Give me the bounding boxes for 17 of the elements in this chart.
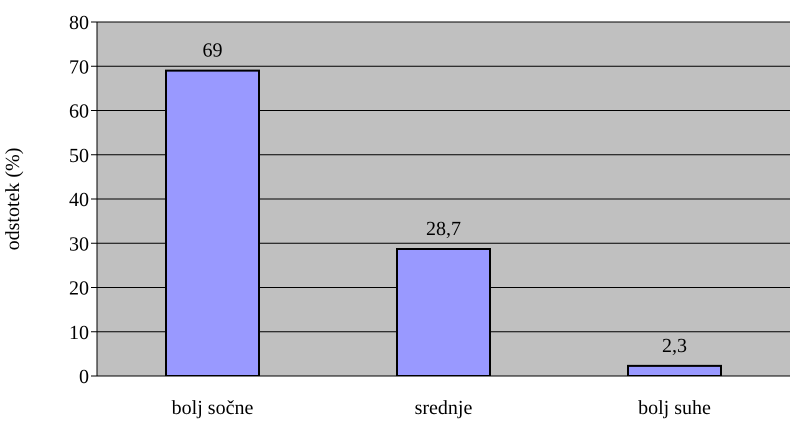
- data-label: 69: [202, 40, 222, 62]
- y-tick-label: 30: [69, 233, 89, 256]
- y-tick-label: 0: [79, 366, 89, 388]
- x-tick-label: bolj sočne: [172, 397, 254, 420]
- y-tick-label: 50: [69, 144, 89, 167]
- x-tick-label: srednje: [414, 397, 472, 420]
- y-axis-title: odstotek (%): [2, 148, 24, 250]
- y-tick-label: 60: [69, 100, 89, 123]
- y-tick-label: 80: [69, 12, 89, 34]
- y-tick-label: 70: [69, 56, 89, 78]
- y-tick-label: 20: [69, 278, 89, 300]
- y-tick-label: 40: [69, 189, 89, 212]
- data-label: 28,7: [426, 218, 461, 240]
- y-tick-label: 10: [69, 322, 89, 344]
- x-tick-label: bolj suhe: [638, 397, 712, 420]
- bar: [627, 364, 722, 376]
- data-label: 2,3: [662, 334, 687, 357]
